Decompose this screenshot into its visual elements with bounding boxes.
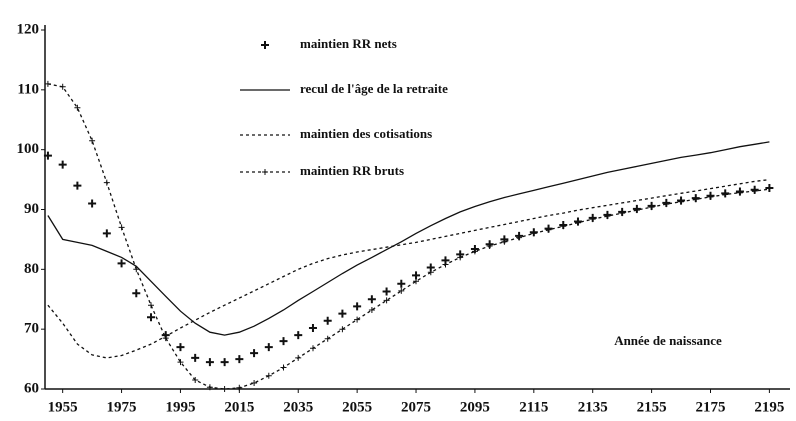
x-tick-label: 1975	[107, 399, 137, 415]
point	[264, 343, 273, 352]
y-tick-label: 70	[24, 321, 39, 337]
y-tick-label: 80	[24, 261, 39, 277]
point	[353, 302, 362, 311]
y-tick-label: 100	[17, 141, 40, 157]
legend-label: maintien RR nets	[300, 36, 397, 51]
point	[677, 196, 686, 205]
x-tick-label: 2135	[578, 399, 608, 415]
series-line	[47, 141, 770, 336]
point	[412, 271, 421, 280]
y-tick-label: 60	[24, 380, 39, 396]
point	[618, 207, 627, 216]
x-tick-label: 2115	[519, 399, 548, 415]
point	[308, 323, 317, 332]
x-tick-label: 2155	[637, 399, 667, 415]
point	[750, 185, 759, 194]
x-tick-label: 1995	[165, 399, 195, 415]
point	[382, 287, 391, 296]
annotation: Année de naissance	[614, 333, 722, 348]
x-tick-label: 2075	[401, 399, 431, 415]
point	[515, 231, 524, 240]
x-tick-label: 1955	[48, 399, 78, 415]
point	[88, 199, 97, 208]
point	[220, 358, 229, 367]
point	[441, 256, 450, 265]
point	[721, 189, 730, 198]
point	[235, 355, 244, 364]
y-tick-label: 120	[17, 21, 40, 37]
point	[544, 224, 553, 233]
x-tick-label: 2195	[754, 399, 784, 415]
point	[367, 295, 376, 304]
point	[191, 353, 200, 362]
point	[662, 198, 671, 207]
point	[161, 331, 170, 340]
point	[102, 229, 111, 238]
point	[294, 331, 303, 340]
series-line	[44, 80, 770, 392]
x-tick-label: 2015	[224, 399, 254, 415]
point	[573, 217, 582, 226]
point	[205, 358, 214, 367]
legend-symbol	[261, 41, 269, 49]
x-tick-label: 2095	[460, 399, 490, 415]
point	[132, 289, 141, 298]
point	[279, 337, 288, 346]
x-tick-label: 2035	[283, 399, 313, 415]
point	[73, 181, 82, 190]
point	[691, 194, 700, 203]
y-tick-label: 90	[24, 201, 39, 217]
point	[397, 279, 406, 288]
legend-label: recul de l'âge de la retraite	[300, 81, 448, 96]
point	[323, 316, 332, 325]
point	[117, 259, 126, 268]
point	[735, 187, 744, 196]
x-tick-label: 2055	[342, 399, 372, 415]
point	[338, 309, 347, 318]
point	[58, 160, 67, 169]
series-line	[47, 178, 770, 359]
point	[647, 201, 656, 210]
point	[470, 244, 479, 253]
legend-label: maintien RR bruts	[300, 163, 404, 178]
point	[250, 349, 259, 358]
x-tick-label: 2175	[695, 399, 725, 415]
y-tick-label: 110	[17, 81, 39, 97]
legend-label: maintien des cotisations	[300, 126, 432, 141]
point	[706, 191, 715, 200]
point	[176, 343, 185, 352]
point	[588, 213, 597, 222]
point	[147, 313, 156, 322]
point	[765, 183, 774, 192]
point	[485, 240, 494, 249]
